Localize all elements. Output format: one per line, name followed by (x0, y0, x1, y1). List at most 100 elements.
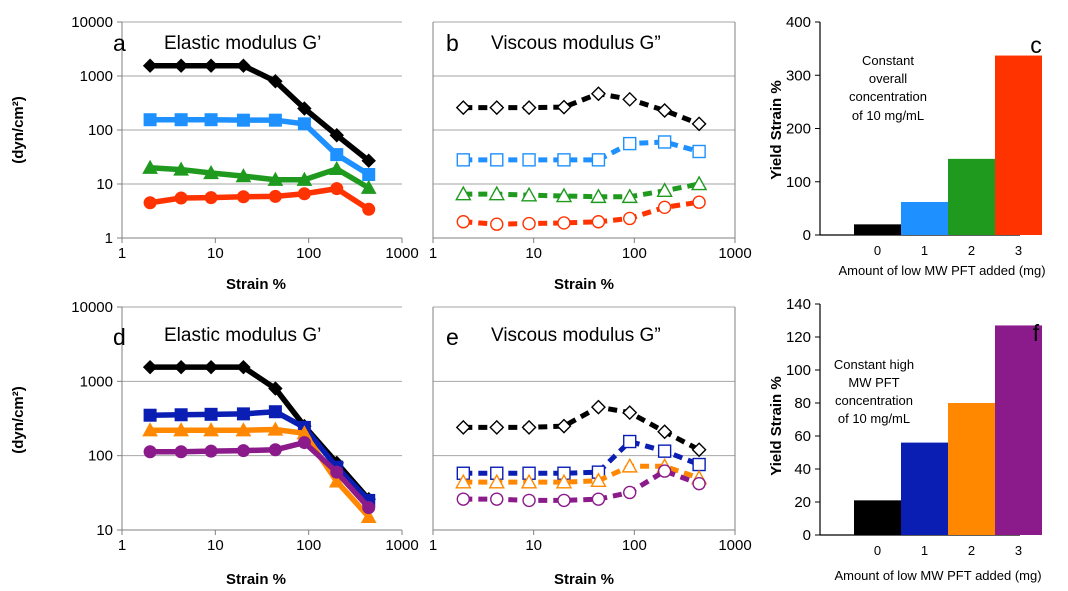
data-point-black (556, 418, 572, 434)
data-point-blue_light (456, 153, 471, 167)
data-point-navy (174, 408, 188, 422)
x-tick-label: 100 (296, 245, 321, 262)
data-point-black (268, 74, 283, 89)
data-point-blue_light (557, 153, 571, 167)
panel-d-label: d (113, 324, 126, 350)
x-tick-label: 1 (118, 537, 126, 554)
panel-f: 0 20 40 60 80 100 120 140 0 1 2 3 (786, 296, 1042, 558)
data-point-orange (235, 422, 252, 437)
data-point-green (203, 164, 219, 180)
data-point-black (691, 442, 707, 458)
panel-c-note-line: concentration (849, 89, 927, 104)
data-point-red (268, 189, 282, 203)
data-point-black (489, 100, 505, 116)
data-point-black (622, 91, 638, 107)
y-tick-label: 0 (803, 227, 811, 244)
panel-f-note-line: concentration (835, 393, 913, 408)
data-point-black (142, 359, 158, 375)
data-point-orange (142, 422, 158, 437)
data-point-orange (455, 473, 472, 489)
data-point-red (557, 216, 571, 230)
data-point-orange (360, 508, 377, 524)
data-point-purple (204, 444, 218, 458)
y-tick-label: 0 (803, 527, 811, 544)
data-point-black (173, 359, 189, 375)
data-point-black (590, 86, 606, 102)
data-point-navy (143, 408, 157, 422)
data-point-black (622, 405, 638, 421)
data-point-purple (297, 436, 311, 450)
data-point-green (455, 185, 472, 201)
data-point-black (489, 419, 505, 435)
panel-f-xlabel: Amount of low MW PFT added (mg) (834, 568, 1041, 583)
data-point-red (522, 216, 536, 231)
y-tick-label: 80 (794, 395, 811, 412)
panel-f-label: f (1033, 320, 1040, 346)
series-line-green (463, 181, 700, 200)
x-tick-label: 1000 (718, 537, 751, 554)
x-tick-label: 2 (968, 543, 975, 558)
data-point-navy (657, 444, 672, 458)
panel-a-label: a (113, 30, 126, 56)
data-point-black (297, 101, 312, 116)
data-point-orange (203, 422, 219, 437)
x-tick-label: 0 (874, 243, 881, 258)
data-point-black (657, 424, 673, 440)
data-point-red (362, 202, 376, 216)
data-point-purple (268, 443, 282, 457)
data-point-green (520, 186, 538, 202)
y-tick-label: 400 (786, 14, 811, 31)
bar-3 (995, 55, 1042, 235)
data-point-navy (236, 407, 250, 421)
panel-c-note-line: of 10 mg/mL (852, 108, 924, 123)
data-point-green (590, 188, 607, 204)
data-point-blue_light (657, 135, 672, 149)
x-tick-label: 1000 (385, 537, 418, 554)
data-point-black (236, 58, 251, 73)
panel-e-xlabel: Strain % (554, 571, 614, 588)
x-tick-label: 100 (622, 537, 647, 554)
data-point-orange (328, 473, 345, 488)
y-tick-label: 10000 (71, 299, 113, 316)
data-point-green (235, 168, 252, 183)
data-point-green (328, 160, 345, 176)
data-point-navy (204, 407, 218, 421)
data-point-red (174, 191, 188, 205)
y-tick-label: 1 (105, 230, 113, 247)
data-point-blue_light (522, 153, 536, 167)
data-point-red (297, 187, 311, 201)
data-point-orange (621, 457, 638, 473)
y-tick-label: 100 (786, 362, 811, 379)
data-point-red (490, 217, 504, 231)
y-tick-label: 1000 (80, 68, 113, 85)
panel-d-title: Elastic modulus G’ (164, 325, 321, 346)
data-point-black (203, 58, 219, 73)
y-tick-label: 120 (786, 329, 811, 346)
data-point-red (456, 215, 471, 229)
panel-d: 1 10 100 1000 10 100 1000 10000 (71, 299, 418, 554)
data-point-navy (268, 405, 282, 419)
y-tick-label: 60 (794, 428, 811, 445)
data-point-black (361, 153, 376, 168)
panel-c: 0 100 200 300 400 0 1 2 3 (786, 14, 1042, 258)
y-tick-label: 1000 (80, 373, 113, 390)
data-point-red (143, 196, 157, 210)
data-point-purple (456, 492, 471, 506)
data-point-red (657, 200, 672, 215)
panel-c-note-line: Constant (862, 53, 914, 68)
y-tick-label: 200 (786, 121, 811, 138)
data-point-black (173, 58, 189, 73)
data-point-blue_light (143, 113, 157, 127)
bar-0 (854, 500, 901, 535)
data-point-navy (623, 434, 637, 449)
data-point-orange (555, 473, 573, 489)
data-point-blue_light (591, 153, 606, 167)
data-point-green (488, 185, 505, 201)
data-point-blue_light (268, 113, 282, 127)
data-point-green (267, 171, 284, 186)
x-tick-label: 1 (429, 537, 437, 554)
panel-c-label: c (1030, 32, 1042, 58)
bar-0 (854, 224, 901, 235)
x-tick-label: 10 (207, 537, 224, 554)
bar-2 (948, 158, 995, 235)
